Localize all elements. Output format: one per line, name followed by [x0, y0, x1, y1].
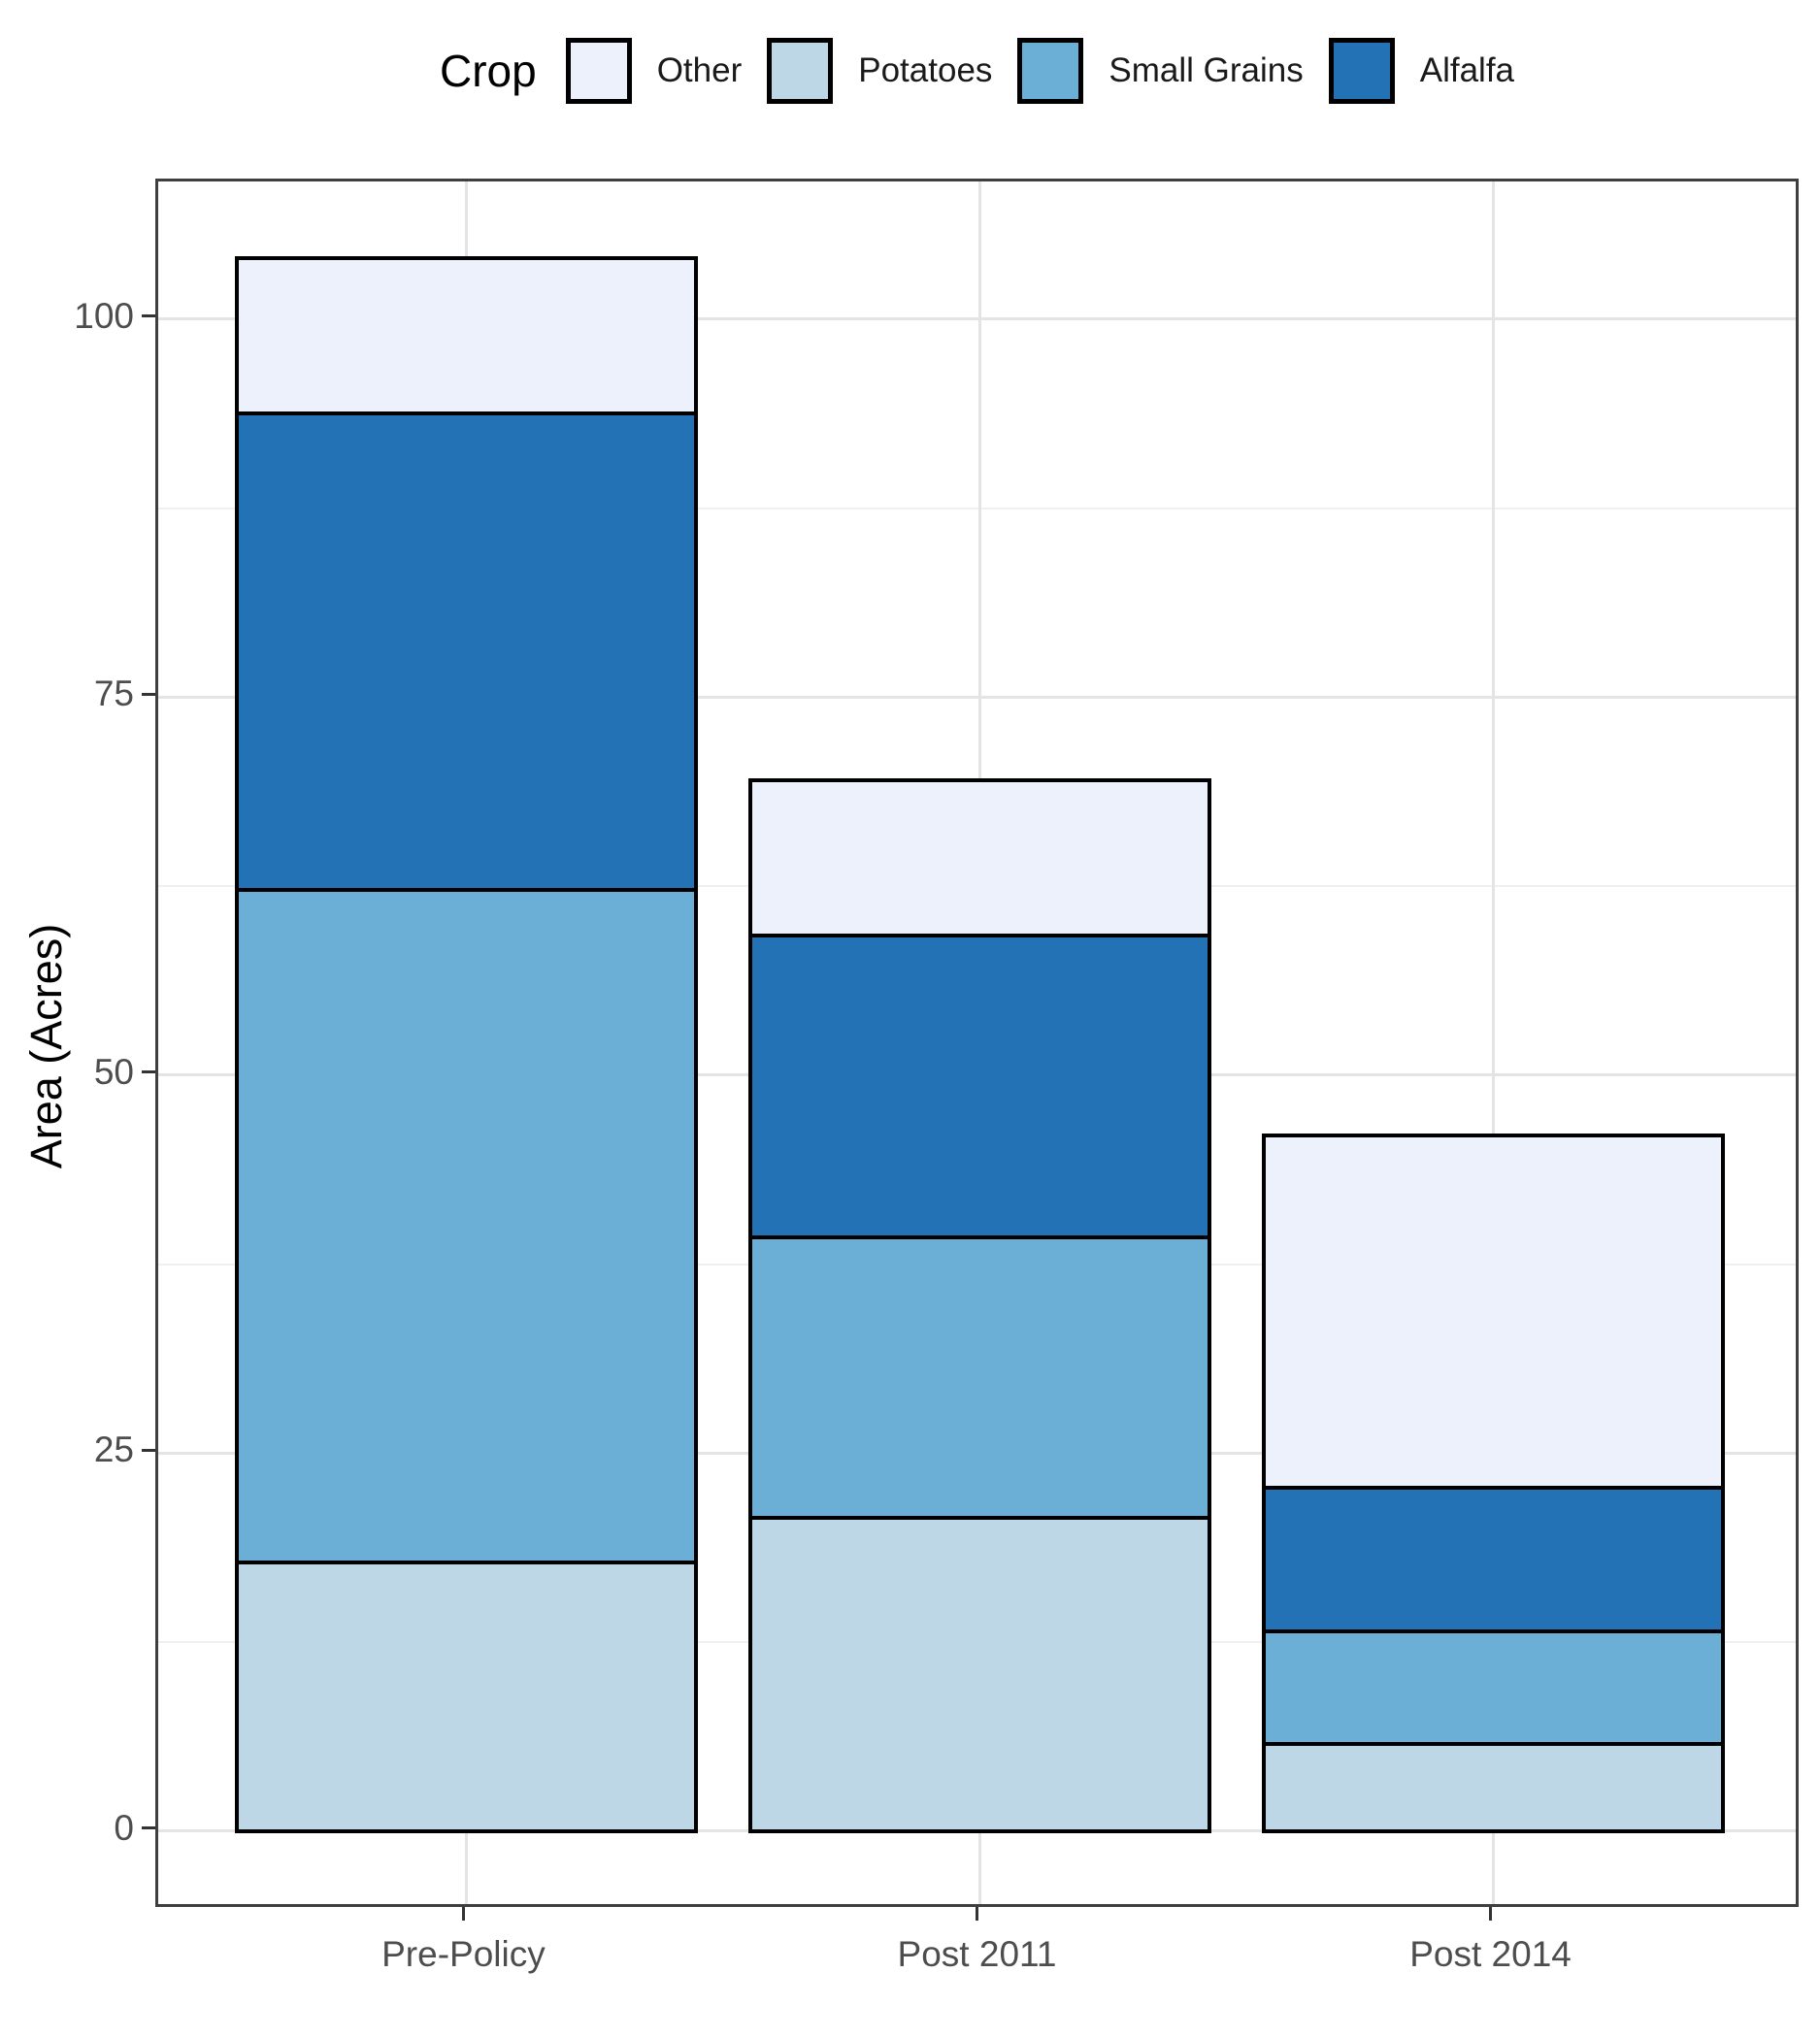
plot-panel — [155, 179, 1799, 1907]
legend-items: Other Potatoes Small Grains Alfalfa — [565, 38, 1515, 104]
bar-pre-policy — [235, 256, 698, 1833]
segment-potatoes-post-2014 — [1266, 1742, 1721, 1829]
x-tick-label-pre-policy: Pre-Policy — [381, 1934, 546, 1974]
x-tick-mark — [1489, 1907, 1493, 1921]
legend-swatch-other — [565, 38, 632, 104]
bar-post-2011 — [748, 778, 1211, 1833]
y-tick-mark — [142, 1448, 155, 1452]
legend-label-alfalfa: Alfalfa — [1419, 51, 1515, 89]
legend-item-potatoes: Potatoes — [767, 38, 992, 104]
gridline-vertical — [1492, 181, 1496, 1904]
x-tick-label-post-2011: Post 2011 — [897, 1934, 1057, 1974]
segment-potatoes-post-2011 — [752, 1515, 1208, 1829]
legend-label-potatoes: Potatoes — [858, 51, 993, 89]
legend-label-small-grains: Small Grains — [1109, 51, 1304, 89]
segment-alfalfa-post-2011 — [752, 933, 1208, 1236]
y-tick-label: 0 — [114, 1807, 134, 1848]
y-tick-mark — [142, 692, 155, 696]
y-tick-mark — [142, 1826, 155, 1830]
y-tick-label: 50 — [93, 1051, 134, 1092]
y-tick-mark — [142, 1070, 155, 1074]
x-tick-mark — [461, 1907, 465, 1921]
legend-swatch-potatoes — [767, 38, 834, 104]
legend-swatch-small-grains — [1017, 38, 1084, 104]
legend-item-small-grains: Small Grains — [1017, 38, 1304, 104]
gridline-major — [158, 317, 1796, 321]
segment-small-grains-post-2014 — [1266, 1628, 1721, 1743]
legend-label-other: Other — [656, 51, 743, 89]
segment-other-post-2011 — [752, 782, 1208, 934]
legend-item-alfalfa: Alfalfa — [1328, 38, 1515, 104]
legend-title: Crop — [439, 46, 537, 96]
legend-swatch-alfalfa — [1328, 38, 1395, 104]
y-tick-mark — [142, 314, 155, 318]
legend-item-other: Other — [565, 38, 743, 104]
segment-alfalfa-post-2014 — [1266, 1485, 1721, 1629]
segment-small-grains-pre-policy — [239, 888, 694, 1561]
x-tick-label-post-2014: Post 2014 — [1409, 1934, 1572, 1974]
gridline-minor — [158, 507, 1796, 510]
y-axis-title: Area (Acres) — [21, 923, 71, 1169]
y-tick-label: 75 — [93, 674, 134, 714]
segment-alfalfa-pre-policy — [239, 411, 694, 889]
segment-other-post-2014 — [1266, 1137, 1721, 1486]
x-tick-mark — [976, 1907, 978, 1921]
legend: Crop Other Potatoes Small Grains Alfalfa — [155, 17, 1799, 124]
segment-other-pre-policy — [239, 260, 694, 412]
bar-post-2014 — [1262, 1134, 1725, 1833]
y-tick-label: 25 — [93, 1430, 134, 1470]
segment-potatoes-pre-policy — [239, 1561, 694, 1829]
gridline-major — [158, 695, 1796, 699]
segment-small-grains-post-2011 — [752, 1235, 1208, 1516]
y-tick-label: 100 — [74, 295, 134, 336]
